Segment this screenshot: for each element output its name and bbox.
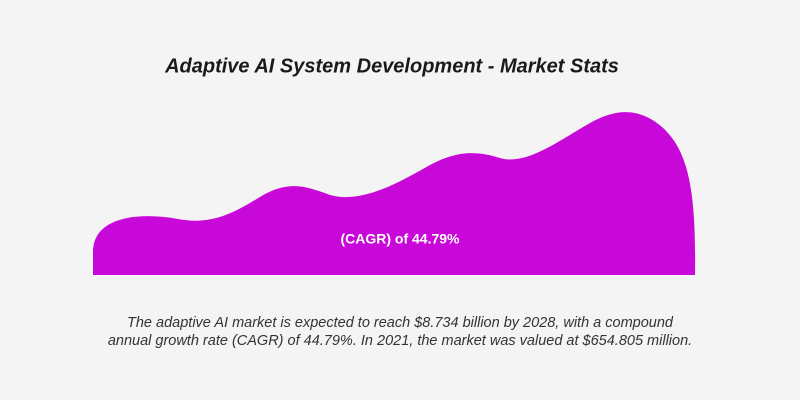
shape-label: (CAGR) of 44.79% [340,231,460,247]
wave-shape [93,112,696,275]
title: Adaptive AI System Development - Market … [164,55,619,77]
description-line: annual growth rate (CAGR) of 44.79%. In … [108,333,692,349]
description-line: The adaptive AI market is expected to re… [127,315,674,331]
